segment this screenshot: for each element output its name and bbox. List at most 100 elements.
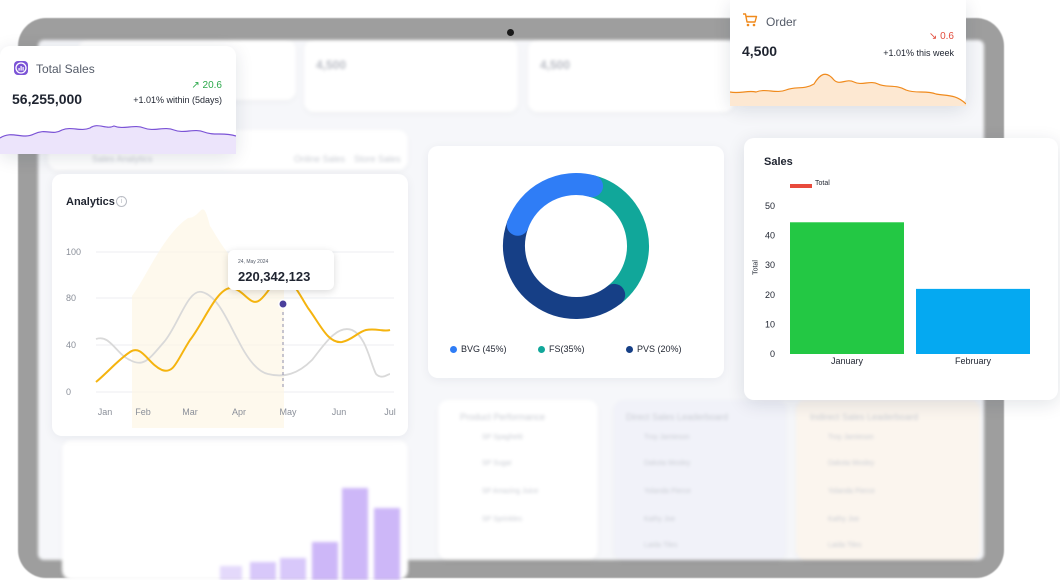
bg-bar [220,566,242,580]
sales-title: Sales [764,156,793,168]
bg-product-item: SP Spaghetti [482,434,523,441]
bg-product-item: SP Amazing Juice [482,488,539,495]
legend-label-pvs: PVS (20%) [637,344,682,354]
sales-y-tick: 20 [765,290,775,300]
total-sales-value: 56,255,000 [12,91,83,107]
donut-segment-bvg[interactable] [506,173,604,236]
bg-leaderboard-name: Troy Jamieson [644,434,690,441]
legend-label-fs: FS(35%) [549,344,585,354]
sales-legend-swatch [790,184,812,188]
x-tick-label: May [279,407,297,417]
order-sparkline [730,73,966,106]
bg-leaderboard-direct: Direct Sales Leaderboard Troy Jamieson D… [614,400,786,560]
bg-leaderboard-name: Kathy Joe [644,516,676,523]
legend-dot-bvg [450,346,457,354]
bg-product-item: SP Sugar [482,460,512,467]
donut-segment-pvs[interactable] [503,213,626,319]
total-sales-card[interactable]: Total Sales ↗ 20.6 56,255,000 +1.01% wit… [0,46,236,154]
bg-leaderboard-name: Kathy Joe [828,516,860,523]
bg-stat-card: 4,500 [528,40,734,112]
bg-bar [342,488,368,580]
sales-x-tick: February [955,356,992,366]
bg-leaderboard-name: Laida Tiles [828,542,862,549]
analytics-card[interactable]: Analytics i 100 80 40 0 Jan Feb Mar Apr May Jun Ju… [52,174,408,436]
legend-item-bvg: BVG (45%) [450,344,507,354]
legend-dot-fs [538,346,545,354]
laptop-camera [507,29,514,36]
total-sales-change: ↗ 20.6 [191,80,222,91]
y-tick-label: 40 [66,340,76,350]
bg-bar [250,562,276,580]
bg-leaderboard-direct-title: Direct Sales Leaderboard [626,412,729,422]
legend-item-pvs: PVS (20%) [626,344,682,354]
trend-up-icon: ↗ [191,80,200,91]
order-change: ↘ 0.6 [929,31,954,42]
order-title: Order [766,15,797,29]
bg-bar [312,542,338,580]
bg-product-title: Product Performance [460,412,546,422]
analytics-line-chart: 100 80 40 0 Jan Feb Mar Apr May Jun Jul [66,209,396,428]
x-tick-label: Jan [98,407,113,417]
bg-stat-value: 4,500 [540,58,571,72]
bg-sales-analytics-title: Sales Analytics [92,154,153,164]
chart-tooltip: 24, May 2024 220,342,123 [228,250,334,290]
sales-y-tick: 30 [765,260,775,270]
sales-card[interactable]: Sales Total Total 50 40 30 20 10 0 January Febr… [744,138,1058,400]
order-note: +1.01% this week [883,48,954,58]
total-sales-title: Total Sales [36,62,95,76]
x-tick-label: Mar [182,407,198,417]
legend-item-fs: FS(35%) [538,344,585,354]
tooltip-point[interactable] [278,299,288,309]
info-icon[interactable]: i [116,196,127,207]
donut-segment-fs[interactable] [581,175,649,306]
order-change-value: 0.6 [940,31,954,42]
sales-legend-label: Total [815,180,830,187]
bg-leaderboard-name: Yolanda Pierce [644,488,691,495]
bg-leaderboard-name: Dakota Mosley [644,460,691,467]
order-card[interactable]: Order ↘ 0.6 4,500 +1.01% this week [730,0,966,106]
bg-leaderboard-name: Laida Tiles [644,542,678,549]
total-sales-sparkline [0,125,236,154]
bg-leaderboard-indirect: Indirect Sales Leaderboard Troy Jamieson… [796,400,980,560]
bg-leaderboard-name: Dakota Mosley [828,460,875,467]
bg-stat-value: 4,500 [316,58,347,72]
x-tick-label: Jul [384,407,396,417]
order-value: 4,500 [742,43,778,59]
x-tick-label: Feb [135,407,151,417]
y-tick-label: 100 [66,247,81,257]
sales-bar-january[interactable] [790,222,904,354]
bg-product-item: SP Sprinkles [482,516,522,523]
series-yellow-line [95,276,391,383]
bg-bar-card [62,440,408,580]
bg-product-performance: Product Performance SP Spaghetti SP Suga… [438,400,598,560]
sales-y-tick: 40 [765,231,775,241]
sales-bar-chart: 50 40 30 20 10 0 January February [765,201,1030,366]
sales-y-tick: 0 [770,349,775,359]
legend-label-bvg: BVG (45%) [461,344,507,354]
bg-legend-store: Store Sales [354,154,401,164]
sales-bar-february[interactable] [916,288,1030,354]
tooltip-value: 220,342,123 [238,269,311,284]
sales-x-tick: January [831,356,864,366]
bg-leaderboard-name: Troy Jamieson [828,434,874,441]
y-tick-label: 80 [66,293,76,303]
legend-dot-pvs [626,346,633,354]
donut-chart [503,173,649,319]
total-sales-change-value: 20.6 [202,80,222,91]
bg-legend-online: Online Sales [294,154,346,164]
bg-leaderboard-indirect-title: Indirect Sales Leaderboard [810,412,919,422]
x-tick-label: Apr [232,407,246,417]
y-tick-label: 0 [66,387,71,397]
total-sales-note: +1.01% within (5days) [133,95,222,105]
donut-card[interactable]: BVG (45%) FS(35%) PVS (20%) [428,146,724,378]
tooltip-date: 24, May 2024 [238,259,269,265]
shopping-cart-icon [742,12,758,28]
sales-y-tick: 50 [765,201,775,211]
trend-down-icon: ↘ [928,31,938,42]
bar-chart-icon [14,61,28,75]
bg-bar [280,558,306,580]
x-tick-label: Jun [332,407,347,417]
bg-stat-card: 4,500 [304,40,518,112]
analytics-title: Analytics [66,196,115,208]
bg-bar [374,508,400,580]
